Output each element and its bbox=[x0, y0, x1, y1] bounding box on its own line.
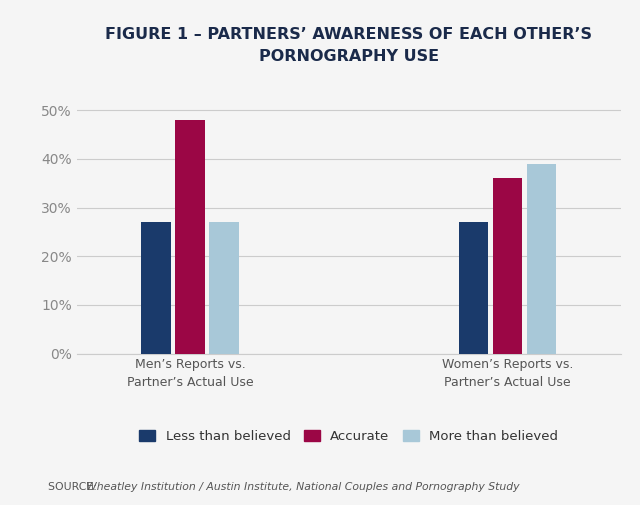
Bar bbox=[175, 120, 205, 353]
Text: SOURCE:: SOURCE: bbox=[48, 482, 100, 492]
Bar bbox=[459, 222, 488, 354]
Bar bbox=[141, 222, 171, 354]
Text: Wheatley Institution / Austin Institute, National Couples and Pornography Study: Wheatley Institution / Austin Institute,… bbox=[86, 482, 520, 492]
Legend: Less than believed, Accurate, More than believed: Less than believed, Accurate, More than … bbox=[134, 425, 563, 448]
Bar bbox=[493, 178, 522, 354]
Bar bbox=[209, 222, 239, 354]
Bar bbox=[527, 164, 556, 354]
Title: FIGURE 1 – PARTNERS’ AWARENESS OF EACH OTHER’S
PORNOGRAPHY USE: FIGURE 1 – PARTNERS’ AWARENESS OF EACH O… bbox=[106, 27, 592, 64]
